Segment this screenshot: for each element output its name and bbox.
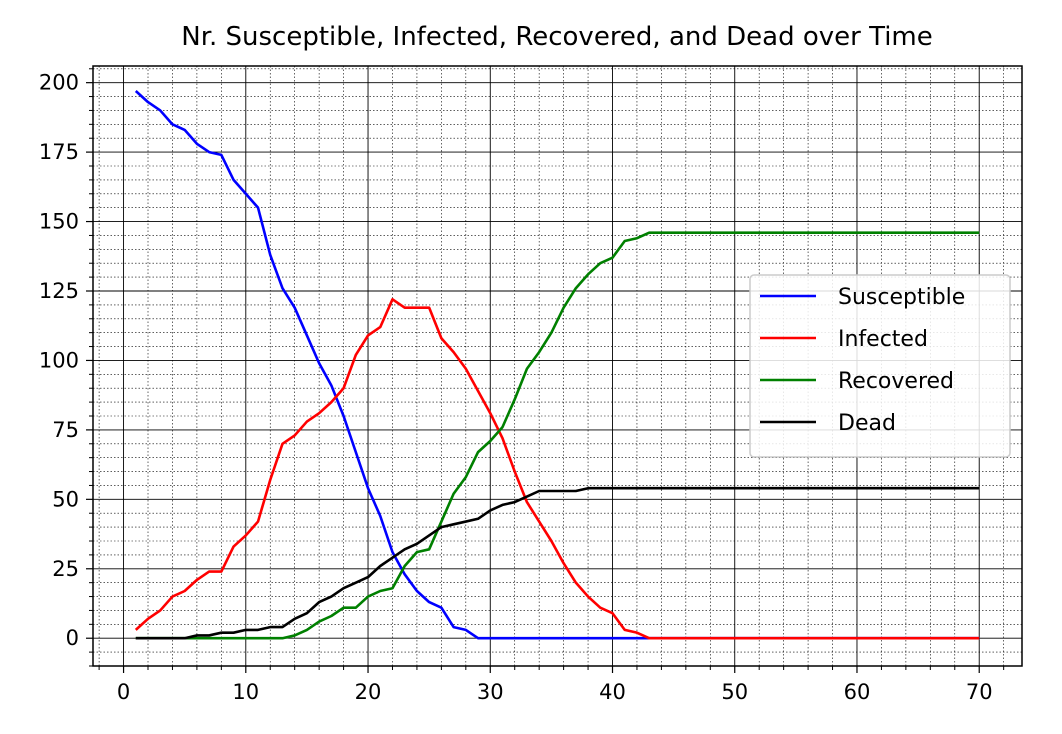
legend-label-dead: Dead [838, 411, 896, 436]
x-tick-label: 60 [844, 680, 871, 704]
x-tick-label: 30 [477, 680, 504, 704]
axis-ticks [86, 68, 1005, 673]
y-tick-label: 200 [39, 71, 79, 95]
major-grid [93, 66, 1022, 666]
chart-title: Nr. Susceptible, Infected, Recovered, an… [181, 22, 933, 52]
legend: Susceptible Infected Recovered Dead [749, 274, 1011, 458]
legend-box [749, 274, 1011, 458]
series-layer [134, 90, 980, 640]
series-line-infected [134, 298, 980, 640]
legend-label-infected: Infected [838, 327, 928, 352]
x-tick-label: 40 [599, 680, 626, 704]
series-line-dead [135, 486, 980, 640]
x-tick-label: 10 [232, 680, 259, 704]
plot-frame [92, 65, 1023, 667]
y-tick-label: 50 [52, 487, 79, 511]
axis-tick-labels: 0 10 20 30 40 50 60 70 0 25 50 75 100 125 150 175 200 [39, 71, 993, 704]
y-tick-label: 125 [39, 279, 79, 303]
x-tick-label: 70 [966, 680, 993, 704]
x-tick-label: 0 [117, 680, 130, 704]
x-tick-label: 20 [355, 680, 382, 704]
y-tick-label: 25 [52, 557, 79, 581]
y-tick-label: 0 [66, 626, 79, 650]
series-line-recovered [135, 231, 980, 640]
y-tick-label: 75 [52, 418, 79, 442]
y-tick-label: 150 [39, 210, 79, 234]
y-tick-label: 100 [39, 348, 79, 372]
y-tick-label: 175 [39, 140, 79, 164]
legend-label-susceptible: Susceptible [838, 285, 965, 310]
x-tick-label: 50 [721, 680, 748, 704]
legend-label-recovered: Recovered [838, 369, 954, 394]
